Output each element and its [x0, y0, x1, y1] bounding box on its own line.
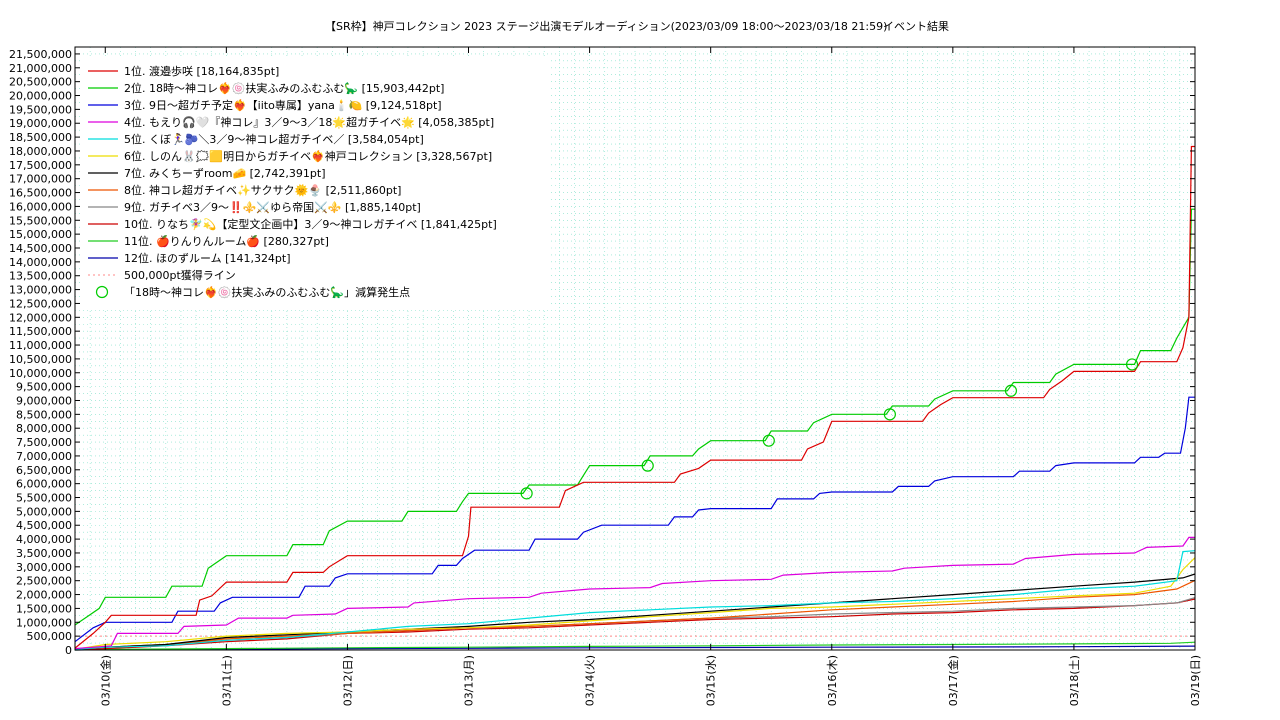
x-tick-label: 03/14(火) — [584, 655, 597, 706]
legend-entry: 11位. 🍎りんりんルーム🍎 [280,327pt] — [124, 234, 329, 248]
legend-entry: 8位. 神コレ超ガチイベ✨サクサク🌞🍨 [2,511,860pt] — [124, 183, 401, 197]
x-axis: 03/10(金) 03/11(土) 03/12(日) 03/13(月) 03/14(火)… — [98, 47, 1202, 706]
x-tick-label: 03/17(金) — [946, 655, 960, 706]
series-line — [74, 536, 1195, 650]
legend-entry: 1位. 渡邉歩咲 [18,164,835pt] — [124, 64, 279, 78]
y-tick-label: 7,500,000 — [16, 436, 72, 449]
series-line — [74, 145, 1195, 649]
legend: 1位. 渡邉歩咲 [18,164,835pt] 2位. 18時〜神コレ❤️‍🔥🍥扶… — [80, 58, 550, 308]
y-tick-label: 12,500,000 — [9, 297, 72, 310]
y-tick-label: 16,500,000 — [9, 187, 72, 200]
marker-group — [520, 358, 1139, 500]
reduction-marker — [1125, 358, 1139, 371]
series-line — [74, 573, 1196, 651]
legend-entry: 2位. 18時〜神コレ❤️‍🔥🍥扶実ふみのふむふむ🦕 [15,903,442pt… — [124, 81, 444, 95]
legend-entry: 10位. りなち🧚‍♀️💫【定型文企画中】3／9〜神コレガチイベ [1,841,… — [124, 217, 497, 232]
y-tick-label: 18,500,000 — [9, 131, 72, 144]
series-line — [74, 396, 1195, 643]
legend-entry-marker: 「18時〜神コレ❤️‍🔥🍥扶実ふみのふむふむ🦕」減算発生点 — [124, 285, 410, 299]
series-line — [74, 598, 1196, 651]
y-tick-label: 14,500,000 — [9, 242, 72, 255]
x-tick-label: 03/11(土) — [220, 655, 233, 706]
y-tick-label: 21,000,000 — [9, 62, 72, 75]
legend-entry: 12位. ほのずルーム [141,324pt] — [124, 251, 291, 265]
y-tick-label: 18,000,000 — [9, 145, 72, 158]
y-tick-label: 19,500,000 — [9, 103, 72, 116]
y-tick-label: 15,000,000 — [9, 228, 72, 241]
y-tick-label: 3,000,000 — [16, 561, 72, 574]
y-tick-label: 1,500,000 — [16, 602, 72, 615]
series-line — [74, 557, 1196, 650]
series-group — [74, 145, 1196, 651]
y-axis: 0500,0001,000,0001,500,0002,000,0002,500… — [9, 48, 1195, 657]
y-tick-label: 500,000 — [27, 630, 73, 643]
y-tick-label: 20,500,000 — [9, 76, 72, 89]
y-tick-label: 15,500,000 — [9, 214, 72, 227]
y-tick-label: 16,000,000 — [9, 200, 72, 213]
y-tick-label: 11,000,000 — [9, 339, 72, 352]
y-tick-label: 8,000,000 — [16, 422, 72, 435]
plot-frame — [74, 46, 1196, 651]
y-tick-label: 17,000,000 — [9, 173, 72, 186]
x-tick-label: 03/10(金) — [98, 655, 112, 706]
x-tick-label: 03/12(日) — [341, 655, 354, 706]
y-tick-label: 17,500,000 — [9, 159, 72, 172]
series-line — [74, 550, 1196, 650]
legend-entry: 6位. しのん🐰🗯️🟨明日からガチイベ❤️‍🔥神戸コレクション [3,328,5… — [124, 149, 492, 163]
legend-entry: 7位. みくちーずroom🧀 [2,742,391pt] — [124, 166, 326, 180]
y-tick-label: 2,500,000 — [16, 575, 72, 588]
y-tick-label: 21,500,000 — [9, 48, 72, 61]
y-tick-label: 9,000,000 — [16, 394, 72, 407]
x-tick-label: 03/16(木) — [826, 655, 839, 706]
series-line — [74, 641, 1196, 651]
y-tick-label: 20,000,000 — [9, 90, 72, 103]
y-tick-label: 2,000,000 — [16, 589, 72, 602]
x-tick-label: 03/18(土) — [1068, 655, 1081, 706]
reduction-marker — [883, 408, 896, 421]
y-tick-label: 1,000,000 — [16, 616, 72, 629]
y-tick-label: 19,000,000 — [9, 117, 72, 130]
series-line — [74, 208, 1195, 626]
legend-entry-reference: 500,000pt獲得ライン — [124, 269, 236, 282]
chart-title: 【SR枠】神戸コレクション 2023 ステージ出演モデルオーディション(2023… — [325, 19, 887, 33]
x-tick-label: 03/15(水) — [705, 655, 718, 706]
legend-entry: 4位. もえり🎧🤍『神コレ』3／9〜3／18🌟超ガチイベ🌟 [4,058,385… — [124, 115, 494, 129]
legend-entry: 9位. ガチイベ3／9〜‼️⚜️⚔️ゆら帝国⚔️⚜️ [1,885,140pt] — [124, 200, 421, 214]
legend-entry: 3位. 9日〜超ガチ予定❤️‍🔥【iito専属】yana🕯️🍋 [9,124,5… — [124, 98, 442, 112]
y-tick-label: 14,000,000 — [9, 256, 72, 269]
x-tick-label: 03/19(日) — [1189, 655, 1202, 706]
reduction-marker — [641, 459, 654, 472]
y-tick-label: 8,500,000 — [16, 408, 72, 421]
y-tick-label: 11,500,000 — [9, 325, 72, 338]
y-tick-label: 6,500,000 — [16, 464, 72, 477]
y-tick-label: 10,000,000 — [9, 367, 72, 380]
reduction-marker — [520, 487, 533, 500]
series-line — [74, 579, 1196, 651]
y-tick-label: 5,000,000 — [16, 505, 72, 518]
y-tick-label: 9,500,000 — [16, 381, 72, 394]
y-tick-label: 3,500,000 — [16, 547, 72, 560]
legend-swatch-marker — [95, 285, 109, 299]
y-tick-label: 4,000,000 — [16, 533, 72, 546]
y-tick-label: 0 — [65, 644, 72, 657]
legend-entry: 5位. くぼ🏃‍♀️🫐＼3／9〜神コレ超ガチイベ／ [3,584,054pt] — [124, 132, 424, 146]
x-tick-label: 03/13(月) — [463, 655, 476, 706]
reduction-marker — [1004, 384, 1018, 397]
y-tick-label: 7,000,000 — [16, 450, 72, 463]
y-tick-label: 12,000,000 — [9, 311, 72, 324]
reduction-marker — [762, 434, 775, 447]
y-tick-label: 4,500,000 — [16, 519, 72, 532]
chart-subtitle: イベント結果 — [883, 19, 949, 33]
y-tick-label: 13,500,000 — [9, 270, 72, 283]
legend-background — [80, 58, 550, 308]
y-tick-label: 5,500,000 — [16, 492, 72, 505]
y-tick-label: 6,000,000 — [16, 478, 72, 491]
y-tick-label: 13,000,000 — [9, 284, 72, 297]
y-tick-label: 10,500,000 — [9, 353, 72, 366]
